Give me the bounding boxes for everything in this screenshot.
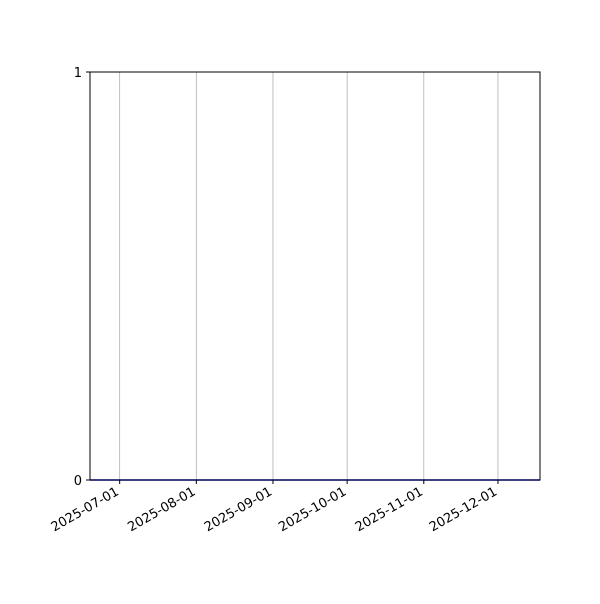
grid: [119, 72, 499, 480]
plot-background: [90, 72, 540, 480]
x-tick-label: 2025-10-01: [276, 484, 349, 535]
x-tick-label: 2025-09-01: [202, 484, 275, 535]
x-tick-label: 2025-11-01: [353, 484, 426, 535]
x-tick-label: 2025-08-01: [125, 484, 198, 535]
axes-frame: [89, 71, 541, 481]
x-tick-label: 2025-07-01: [49, 484, 122, 535]
x-axis: 2025-07-01 2025-08-01 2025-09-01 2025-10-01…: [49, 480, 500, 535]
y-axis: 01: [74, 66, 90, 489]
y-tick-label: 0: [74, 474, 82, 489]
x-tick-label: 2025-12-01: [427, 484, 500, 535]
y-tick-label: 1: [74, 66, 82, 81]
